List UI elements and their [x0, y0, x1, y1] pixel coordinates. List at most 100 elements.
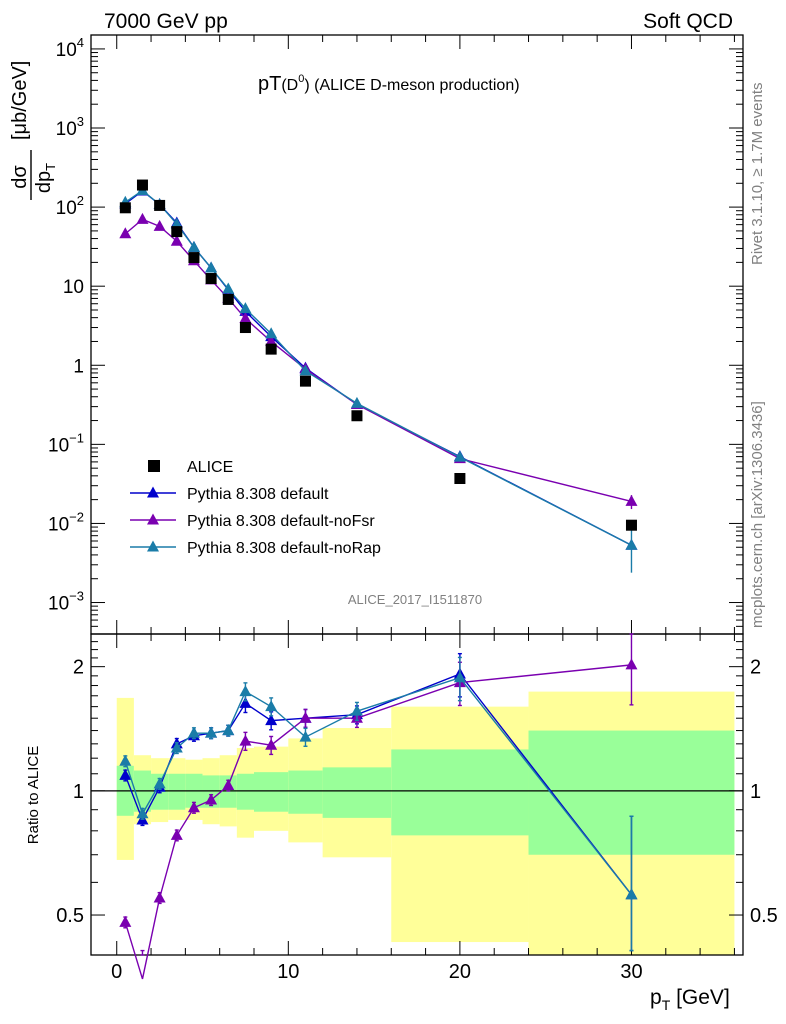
data-point-noRap: [299, 364, 312, 376]
plot-title: pT(D0) (ALICE D-meson production): [258, 73, 520, 95]
y-tick-base: 10: [63, 277, 84, 298]
y-label-denominator: dpT: [33, 163, 58, 193]
data-point-alice: [205, 273, 217, 285]
data-point-noRap: [187, 240, 200, 252]
y-tick-exponent: −2: [69, 509, 84, 524]
data-point-noFsr: [625, 494, 638, 506]
x-tick-label: 0: [111, 961, 122, 983]
y-label-unit: [μb/GeV]: [9, 61, 31, 140]
legend-label-noFsr: Pythia 8.308 default-noFsr: [187, 513, 375, 530]
ratio-y-axis-label: Ratio to ALICE: [25, 746, 42, 844]
data-point-alice: [171, 226, 183, 238]
data-point-noRap: [625, 538, 638, 550]
ratio-point-noRap: [350, 704, 363, 716]
y-tick-exponent: −3: [69, 589, 84, 604]
ratio-point-noRap: [170, 741, 183, 753]
data-point-noRap: [350, 396, 363, 408]
y-tick-base: 10: [48, 514, 69, 535]
ratio-band-inner: [288, 770, 323, 814]
ratio-y-tick-label: 0.5: [56, 905, 84, 927]
ratio-point-noRap: [136, 807, 149, 819]
y-tick-exponent: 4: [77, 35, 84, 50]
x-tick-label: 20: [449, 961, 471, 983]
data-point-alice: [239, 322, 251, 334]
y-tick-base: 10: [56, 198, 77, 219]
ratio-point-noFsr: [153, 891, 166, 903]
x-tick-label: 30: [620, 961, 642, 983]
ratio-point-noFsr: [205, 793, 218, 805]
category-label: Soft QCD: [643, 10, 733, 33]
y-tick-label: 10−1: [48, 430, 84, 456]
ratio-plot-frame: [90, 633, 744, 956]
ratio-axes: 0 10 20 30 0.5 0.5 1 1 2 2: [56, 633, 778, 983]
ratio-y-tick-label: 1: [73, 781, 84, 803]
y-tick-label: 10−2: [48, 509, 84, 535]
ratio-point-noRap: [187, 726, 200, 738]
energy-label: 7000 GeV pp: [104, 10, 228, 33]
y-tick-label: 104: [56, 35, 84, 61]
y-tick-base: 1: [73, 356, 84, 377]
ratio-band-inner: [322, 767, 392, 818]
legend-label-alice: ALICE: [187, 459, 233, 476]
ratio-point-noRap: [153, 777, 166, 789]
data-point-alice: [222, 293, 234, 305]
data-point-alice: [136, 179, 148, 191]
ratio-point-default: [265, 714, 278, 726]
data-point-alice: [154, 199, 166, 211]
ratio-y-tick-label-right: 2: [750, 657, 761, 679]
ratio-point-noFsr: [222, 779, 235, 791]
data-point-alice: [119, 202, 131, 214]
data-point-alice: [351, 410, 363, 422]
ratio-point-noFsr: [187, 801, 200, 813]
data-point-noRap: [170, 217, 183, 229]
legend: ALICE Pythia 8.308 default Pythia 8.308 de…: [130, 459, 381, 557]
y-tick-label: 103: [56, 114, 84, 140]
analysis-label: ALICE_2017_I1511870: [348, 592, 482, 607]
ratio-point-noRap: [265, 700, 278, 712]
data-point-noFsr: [265, 334, 278, 346]
data-point-noFsr: [119, 227, 132, 239]
plot-title-paren-close: ): [304, 77, 309, 94]
legend-marker-noFsr: [147, 513, 159, 525]
y-tick-exponent: −1: [69, 430, 84, 445]
ratio-band-inner: [202, 775, 220, 808]
data-point-alice: [299, 375, 311, 387]
ratio-point-noRap: [299, 730, 312, 742]
legend-label-noRap: Pythia 8.308 default-noRap: [187, 540, 381, 557]
x-label-main: p: [650, 986, 662, 1009]
ratio-point-default: [119, 768, 132, 780]
main-y-axis-label: dσ dpT [μb/GeV]: [9, 61, 58, 200]
ratio-point-noFsr: [119, 915, 132, 927]
x-tick-label: 10: [277, 961, 299, 983]
legend-label-default: Pythia 8.308 default: [187, 486, 329, 503]
ratio-point-noRap: [119, 754, 132, 766]
ratio-series: [119, 633, 638, 980]
data-point-noFsr: [170, 234, 183, 246]
ratio-point-noFsr: [299, 711, 312, 723]
ratio-uncertainty-bands: [91, 691, 743, 955]
ratio-point-default: [239, 696, 252, 708]
plot-title-main: pT: [258, 73, 281, 95]
y-tick-label: 10−3: [48, 589, 84, 615]
data-point-alice: [625, 519, 637, 531]
ratio-point-noRap: [453, 671, 466, 683]
y-tick-base: 10: [56, 40, 77, 61]
ratio-band-inner: [236, 773, 254, 810]
data-point-noFsr: [136, 212, 149, 224]
x-label-unit: [GeV]: [670, 986, 730, 1009]
legend-marker-default: [147, 486, 159, 498]
main-series: [119, 179, 638, 573]
data-point-alice: [265, 343, 277, 355]
ratio-point-noFsr: [239, 734, 252, 746]
plot-title-rest: (ALICE D-meson production): [310, 77, 520, 94]
legend-marker-noRap: [147, 540, 159, 552]
y-tick-base: 10: [48, 435, 69, 456]
y-tick-base: 10: [56, 119, 77, 140]
x-label-sub: T: [662, 997, 671, 1013]
ratio-point-noRap: [625, 888, 638, 900]
ratio-y-tick-label-right: 1: [750, 781, 761, 803]
ratio-band-inner: [168, 773, 186, 810]
